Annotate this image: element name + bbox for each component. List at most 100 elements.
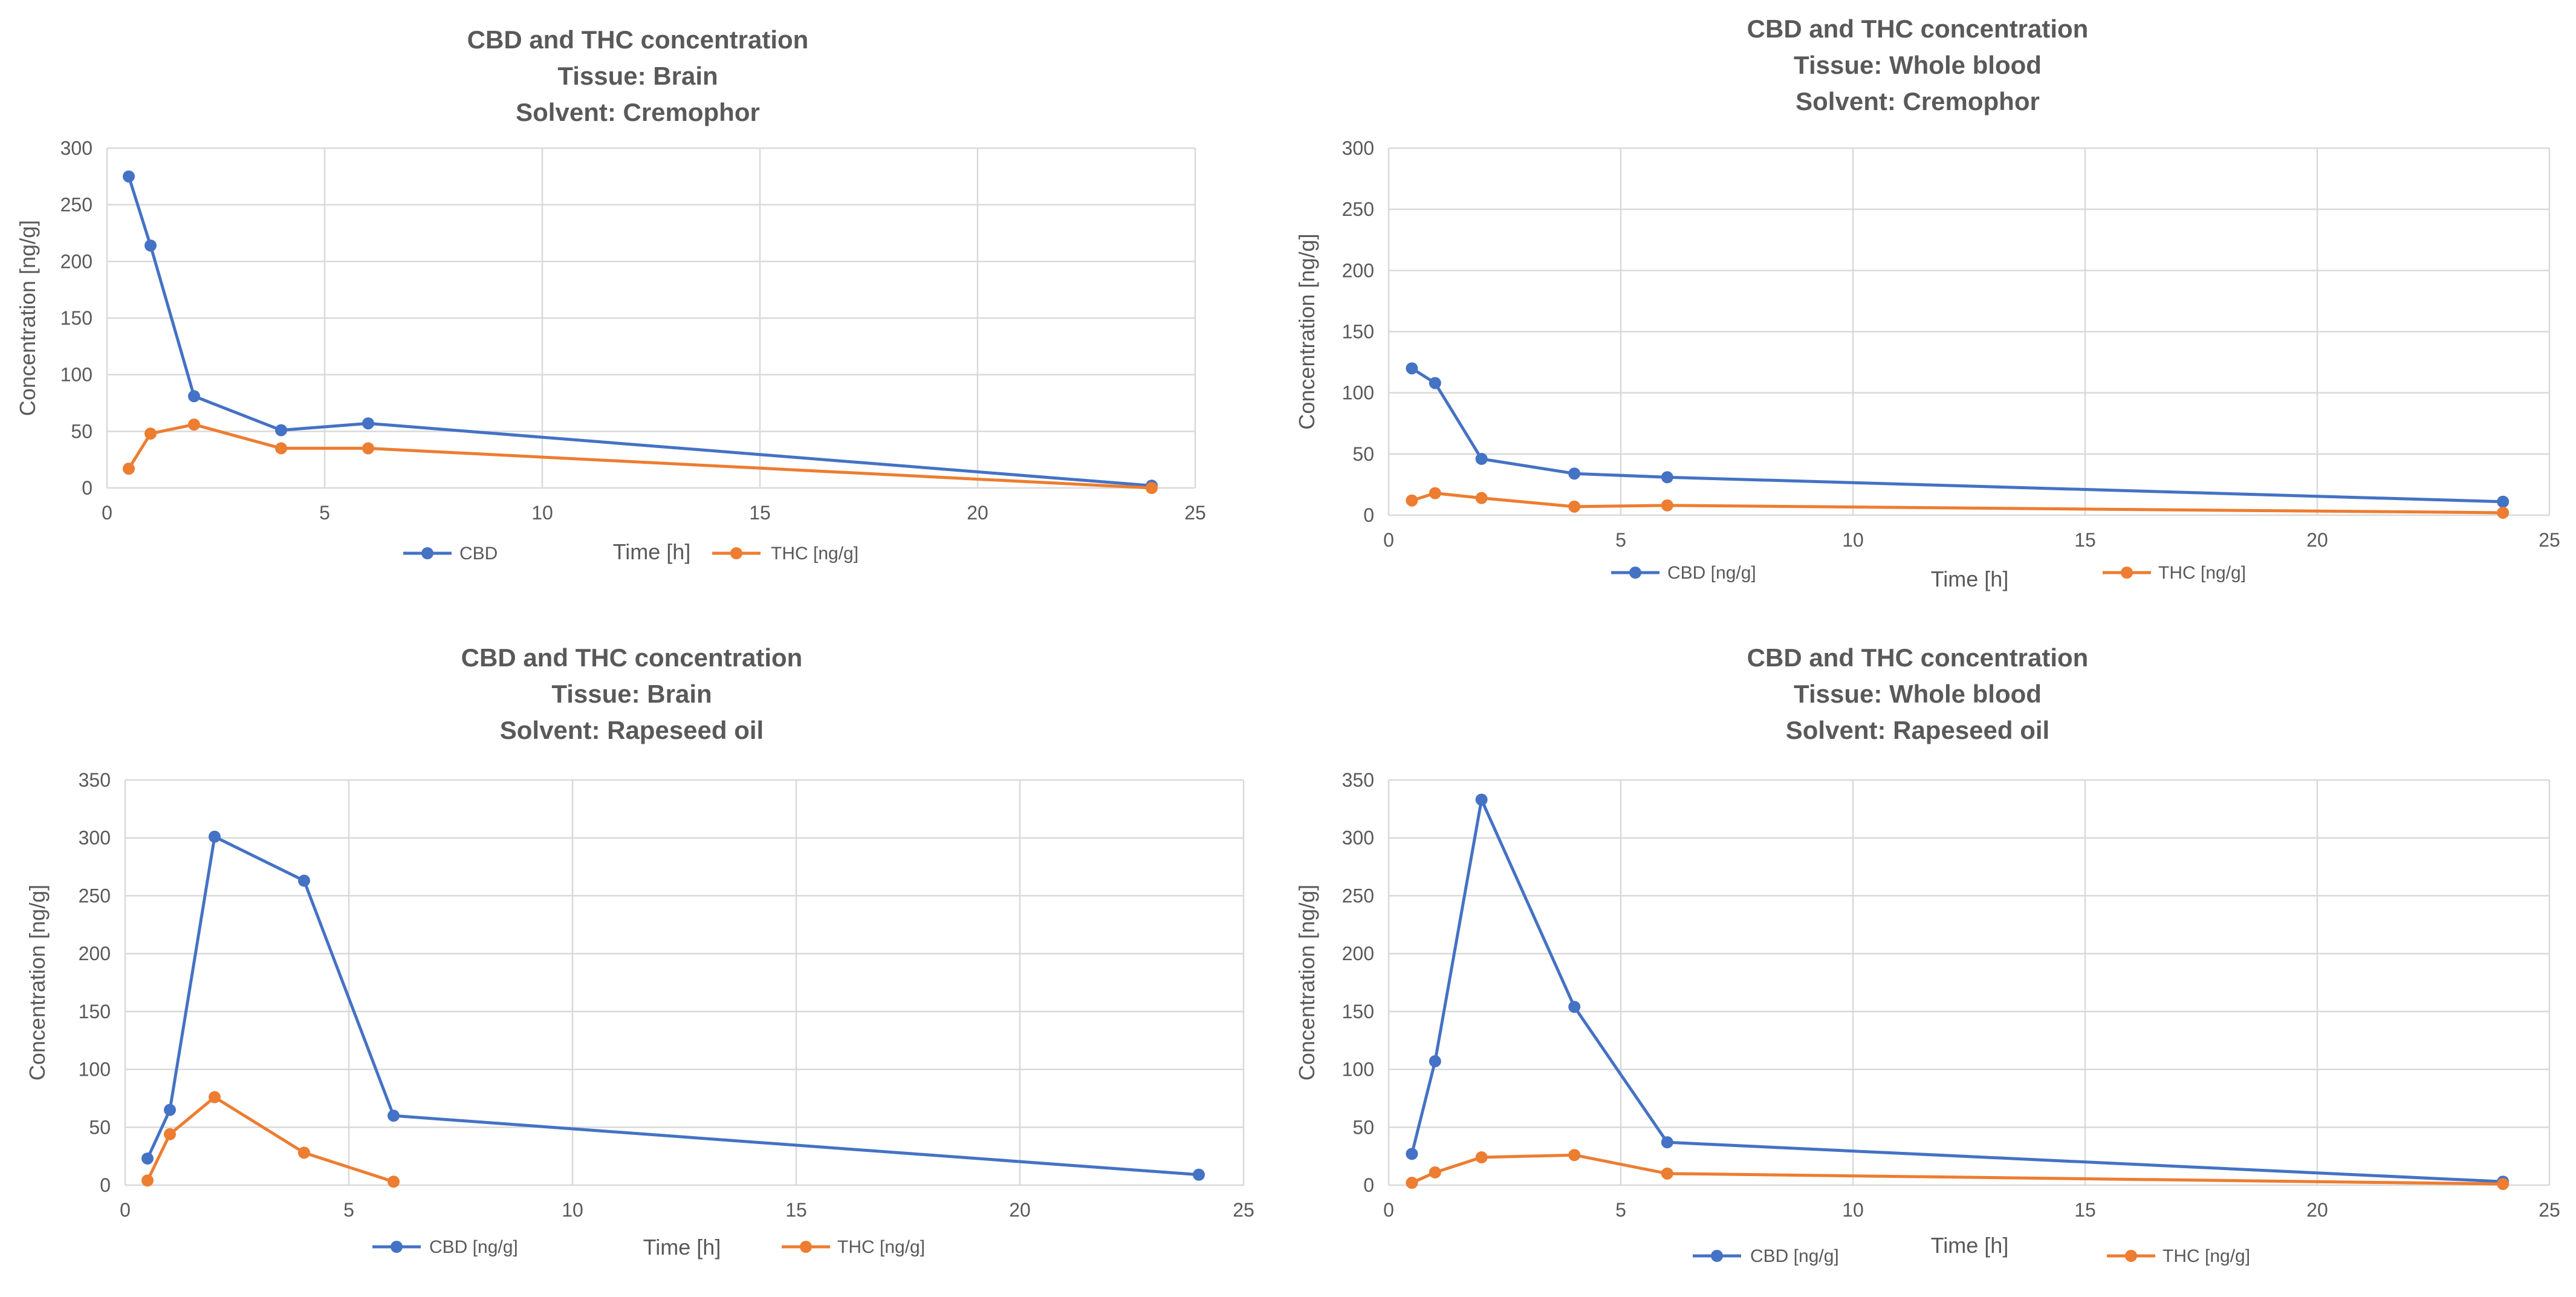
data-point-cbd: [144, 239, 157, 252]
data-point-thc: [388, 1175, 400, 1188]
x-tick-label: 20: [2306, 1199, 2328, 1221]
legend-label-thc: THC [ng/g]: [2162, 1246, 2250, 1266]
x-tick-label: 20: [1009, 1199, 1031, 1221]
y-axis-label: Concentration [ng/g]: [1294, 885, 1319, 1081]
chart-title-line-2: Tissue: Whole blood: [1794, 51, 2042, 79]
data-point-thc: [141, 1174, 154, 1187]
chart-title-line-1: CBD and THC concentration: [467, 25, 809, 54]
y-tick-label: 50: [89, 1116, 111, 1138]
y-tick-label: 200: [1342, 943, 1374, 964]
x-tick-label: 15: [2074, 1199, 2096, 1221]
data-point-thc: [2497, 1178, 2509, 1191]
y-tick-label: 200: [1342, 259, 1374, 281]
x-tick-label: 0: [1383, 529, 1394, 551]
x-tick-label: 10: [562, 1199, 583, 1221]
data-point-thc: [1146, 482, 1158, 494]
y-tick-label: 150: [60, 307, 92, 329]
y-axis-label: Concentration [ng/g]: [15, 220, 40, 416]
x-tick-label: 0: [120, 1199, 131, 1221]
chart-title-line-3: Solvent: Cremophor: [1796, 87, 2040, 115]
data-point-thc: [1661, 499, 1673, 512]
y-axis-label: Concentration [ng/g]: [1294, 233, 1319, 429]
data-point-cbd: [1406, 362, 1418, 375]
x-tick-label: 10: [1842, 529, 1864, 551]
x-axis-label: Time [h]: [1931, 567, 2009, 591]
y-axis-label: Concentration [ng/g]: [25, 885, 50, 1081]
x-tick-label: 15: [2074, 529, 2096, 551]
data-point-cbd: [1475, 793, 1488, 806]
data-point-thc: [1568, 500, 1581, 513]
data-point-thc: [144, 427, 157, 440]
series-line-thc: [127, 423, 1152, 490]
data-point-cbd: [123, 170, 135, 183]
chart-title-line-2: Tissue: Brain: [557, 62, 718, 90]
chart-title-line-1: CBD and THC concentration: [1747, 643, 2089, 672]
data-point-cbd: [388, 1110, 400, 1122]
x-tick-label: 15: [749, 502, 771, 524]
data-point-thc: [362, 442, 374, 455]
x-axis-label: Time [h]: [643, 1235, 721, 1260]
legend-label-cbd: CBD: [459, 544, 498, 564]
y-tick-label: 350: [79, 769, 111, 791]
legend-marker-thc: [2125, 1250, 2137, 1262]
legend-marker-cbd: [421, 547, 433, 559]
x-tick-label: 0: [1383, 1199, 1394, 1221]
legend-marker-thc: [2121, 567, 2133, 579]
data-point-thc: [1568, 1149, 1581, 1162]
y-tick-label: 50: [1352, 1116, 1374, 1138]
data-point-thc: [1429, 1166, 1441, 1178]
y-tick-label: 300: [1342, 137, 1374, 159]
x-tick-label: 25: [2539, 1199, 2560, 1221]
series-line-cbd: [1410, 798, 2503, 1183]
y-tick-label: 50: [1352, 443, 1374, 465]
data-point-cbd: [298, 874, 310, 887]
data-point-thc: [1429, 487, 1441, 499]
y-tick-label: 250: [79, 885, 111, 906]
legend-label-thc: THC [ng/g]: [837, 1237, 925, 1257]
legend-marker-cbd: [391, 1241, 403, 1253]
x-tick-label: 5: [1615, 529, 1626, 551]
legend-label-cbd: CBD [ng/g]: [1750, 1246, 1839, 1266]
chart-brain-cremophor: CBD and THC concentration Tissue: Brain So…: [15, 25, 1206, 564]
legend-marker-thc: [800, 1241, 812, 1253]
y-tick-label: 300: [1342, 827, 1374, 849]
data-point-cbd: [1661, 471, 1673, 484]
x-axis-label: Time [h]: [613, 539, 691, 564]
data-point-cbd: [164, 1104, 176, 1116]
chart-brain-rapeseed: CBD and THC concentration Tissue: Brain So…: [25, 643, 1254, 1260]
x-tick-label: 20: [2306, 529, 2328, 551]
data-point-cbd: [141, 1152, 154, 1165]
chart-title-line-3: Solvent: Cremophor: [516, 98, 760, 126]
y-tick-label: 150: [1342, 321, 1374, 343]
legend-label-cbd: CBD [ng/g]: [1667, 563, 1756, 583]
x-tick-label: 25: [1184, 502, 1206, 524]
data-point-cbd: [188, 390, 200, 403]
x-tick-label: 0: [102, 502, 112, 524]
y-tick-label: 0: [1363, 504, 1374, 526]
data-point-cbd: [275, 424, 287, 437]
chart-title-line-2: Tissue: Brain: [551, 680, 712, 708]
y-tick-label: 0: [1363, 1174, 1374, 1196]
data-point-cbd: [2497, 495, 2509, 508]
data-point-cbd: [1406, 1148, 1418, 1160]
legend-marker-cbd: [1629, 567, 1641, 579]
x-tick-label: 15: [785, 1199, 807, 1221]
y-tick-label: 150: [79, 1001, 111, 1022]
data-point-thc: [2497, 506, 2509, 519]
legend-label-thc: THC [ng/g]: [771, 544, 858, 564]
data-point-cbd: [1475, 452, 1488, 465]
x-tick-label: 20: [967, 502, 988, 524]
chart-title-line-3: Solvent: Rapeseed oil: [1786, 716, 2049, 744]
legend-marker-thc: [730, 547, 742, 559]
y-tick-label: 250: [1342, 885, 1374, 906]
legend-label-cbd: CBD [ng/g]: [429, 1237, 518, 1257]
legend-marker-cbd: [1711, 1250, 1723, 1262]
series-line-cbd: [127, 176, 1152, 487]
x-tick-label: 10: [1842, 1199, 1864, 1221]
data-point-thc: [209, 1091, 221, 1104]
x-tick-label: 25: [2539, 529, 2560, 551]
y-tick-label: 200: [60, 250, 92, 272]
data-point-cbd: [209, 830, 221, 843]
